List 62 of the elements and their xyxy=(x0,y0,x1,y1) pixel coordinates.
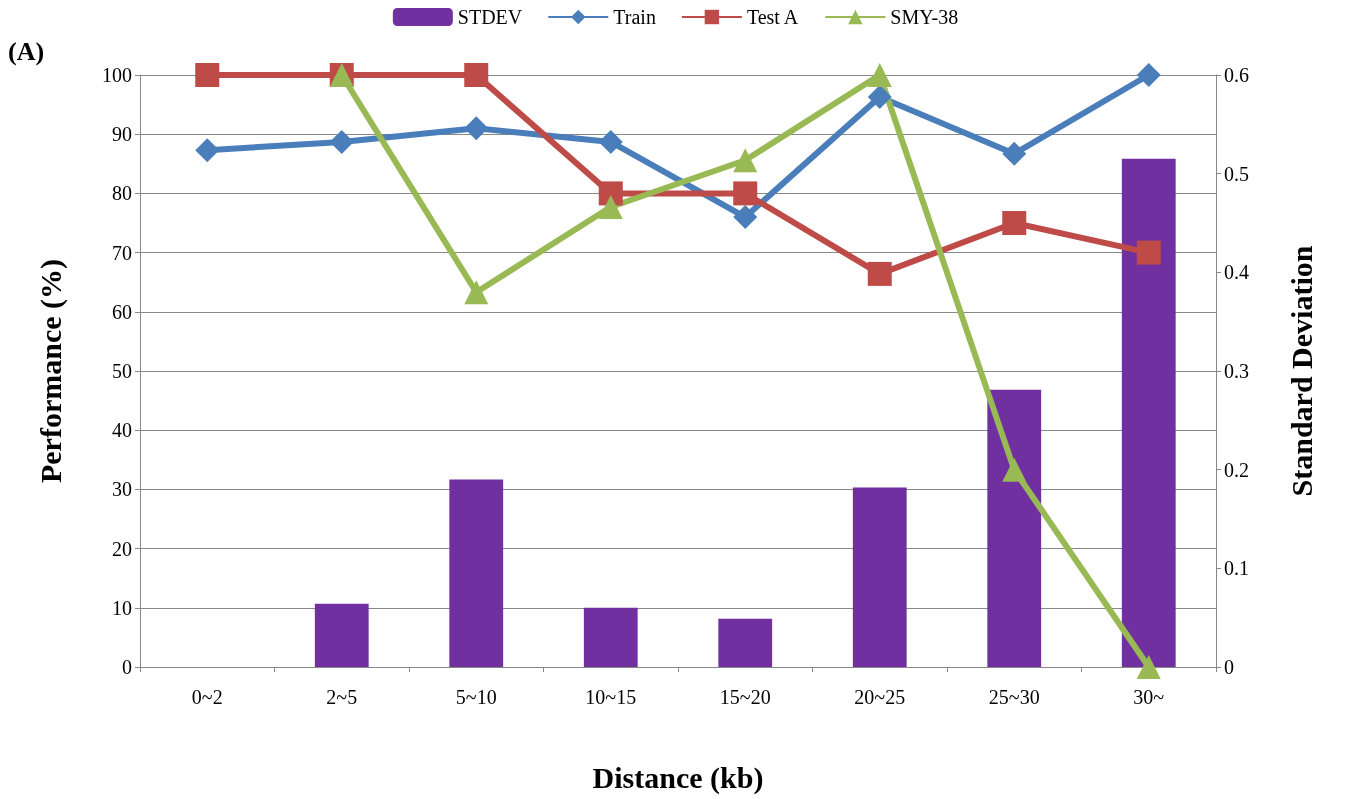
y2-tick-label: 0 xyxy=(1224,656,1234,678)
point xyxy=(867,63,892,87)
point xyxy=(195,138,220,163)
point xyxy=(464,63,489,87)
legend-label: Test A xyxy=(746,6,799,28)
y2-tick-label: 0.6 xyxy=(1224,64,1249,86)
point xyxy=(195,63,220,87)
point xyxy=(867,261,892,286)
y2-tick-label: 0.3 xyxy=(1224,360,1249,382)
bar xyxy=(718,618,773,667)
bar xyxy=(852,487,907,667)
x-axis-title: Distance (kb) xyxy=(592,760,764,795)
point xyxy=(598,195,623,220)
y-tick-label: 50 xyxy=(112,360,132,382)
bar xyxy=(1121,158,1176,667)
legend-label: SMY-38 xyxy=(890,6,959,28)
point xyxy=(598,181,623,206)
x-tick-label: 25~30 xyxy=(988,686,1040,708)
y-tick-label: 100 xyxy=(102,64,132,86)
y-tick-label: 80 xyxy=(112,182,132,205)
x-tick-label: 5~10 xyxy=(455,686,497,708)
point xyxy=(1136,655,1161,679)
point xyxy=(1002,141,1027,166)
bar xyxy=(314,603,369,667)
x-tick-label: 20~25 xyxy=(854,686,906,708)
point xyxy=(1002,211,1027,235)
point xyxy=(1002,457,1027,482)
point xyxy=(1136,240,1161,265)
legend-label: Train xyxy=(613,6,656,28)
x-tick-label: 15~20 xyxy=(719,686,771,708)
y-tick-label: 20 xyxy=(112,537,132,560)
y-tick-label: 0 xyxy=(122,656,132,678)
y-tick-label: 40 xyxy=(112,419,132,442)
y-axis-title: Performance (%) xyxy=(33,258,68,484)
x-tick-label: 0~2 xyxy=(191,686,223,708)
y2-tick-label: 0.4 xyxy=(1224,261,1249,284)
y-tick-label: 10 xyxy=(112,596,132,619)
x-tick-label: 30~ xyxy=(1133,686,1165,708)
point xyxy=(1136,63,1161,87)
y-tick-label: 60 xyxy=(112,300,132,323)
point xyxy=(733,205,758,230)
legend-label: STDEV xyxy=(457,6,523,28)
y2-tick-label: 0.2 xyxy=(1224,458,1249,481)
point xyxy=(464,280,489,305)
point xyxy=(329,129,354,154)
point xyxy=(598,129,623,154)
text: (A) xyxy=(8,36,45,66)
point xyxy=(464,116,489,141)
x-tick-label: 10~15 xyxy=(585,686,637,708)
y2-tick-label: 0.1 xyxy=(1224,557,1249,580)
bar xyxy=(987,389,1042,667)
x-tick-label: 2~5 xyxy=(326,686,358,708)
point xyxy=(733,148,758,173)
point xyxy=(733,181,758,206)
y-tick-label: 30 xyxy=(112,478,132,501)
bar xyxy=(449,479,504,667)
y-tick-label: 70 xyxy=(112,241,132,264)
point xyxy=(867,84,892,109)
y-tick-label: 90 xyxy=(112,123,132,146)
y2-axis-title: Standard Deviation xyxy=(1284,245,1318,497)
bar xyxy=(583,607,638,667)
y2-tick-label: 0.5 xyxy=(1224,162,1249,185)
